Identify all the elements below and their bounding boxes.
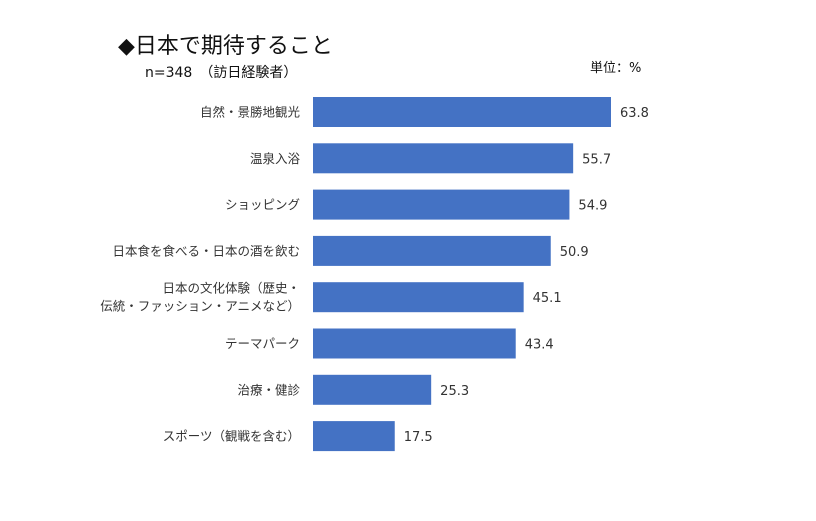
category-label-0: 自然・景勝地観光 (200, 105, 300, 120)
value-label-5: 43.4 (525, 338, 554, 353)
value-label-1: 55.7 (582, 152, 611, 167)
category-label-5: テーマパーク (225, 336, 300, 351)
bar-2 (313, 189, 570, 220)
bar-5 (313, 328, 516, 359)
value-label-3: 50.9 (560, 245, 589, 260)
category-label-6: 治療・健診 (237, 382, 300, 397)
category-label-1: 温泉入浴 (250, 151, 301, 166)
chart-subtitle: n=348 （訪日経験者） (145, 65, 298, 81)
category-label-3: 日本食を食べる・日本の酒を飲む (112, 243, 300, 258)
bar-4 (313, 282, 524, 313)
value-label-7: 17.5 (404, 430, 433, 445)
bar-6 (313, 374, 432, 405)
unit-label: 単位：% (590, 61, 642, 76)
value-label-6: 25.3 (440, 384, 469, 399)
bar-7 (313, 421, 395, 452)
chart-title: ◆日本で期待すること (118, 34, 333, 59)
bar-0 (313, 97, 611, 127)
bar-1 (313, 143, 574, 174)
value-label-2: 54.9 (578, 199, 607, 214)
category-label-4: 日本の文化体験（歴史・伝統・ファッション・アニメなど） (100, 281, 300, 314)
category-label-2: ショッピング (225, 197, 300, 212)
category-label-7: スポーツ（観戦を含む） (163, 429, 300, 444)
bar-3 (313, 235, 551, 266)
value-label-0: 63.8 (620, 106, 649, 121)
value-label-4: 45.1 (533, 291, 562, 306)
